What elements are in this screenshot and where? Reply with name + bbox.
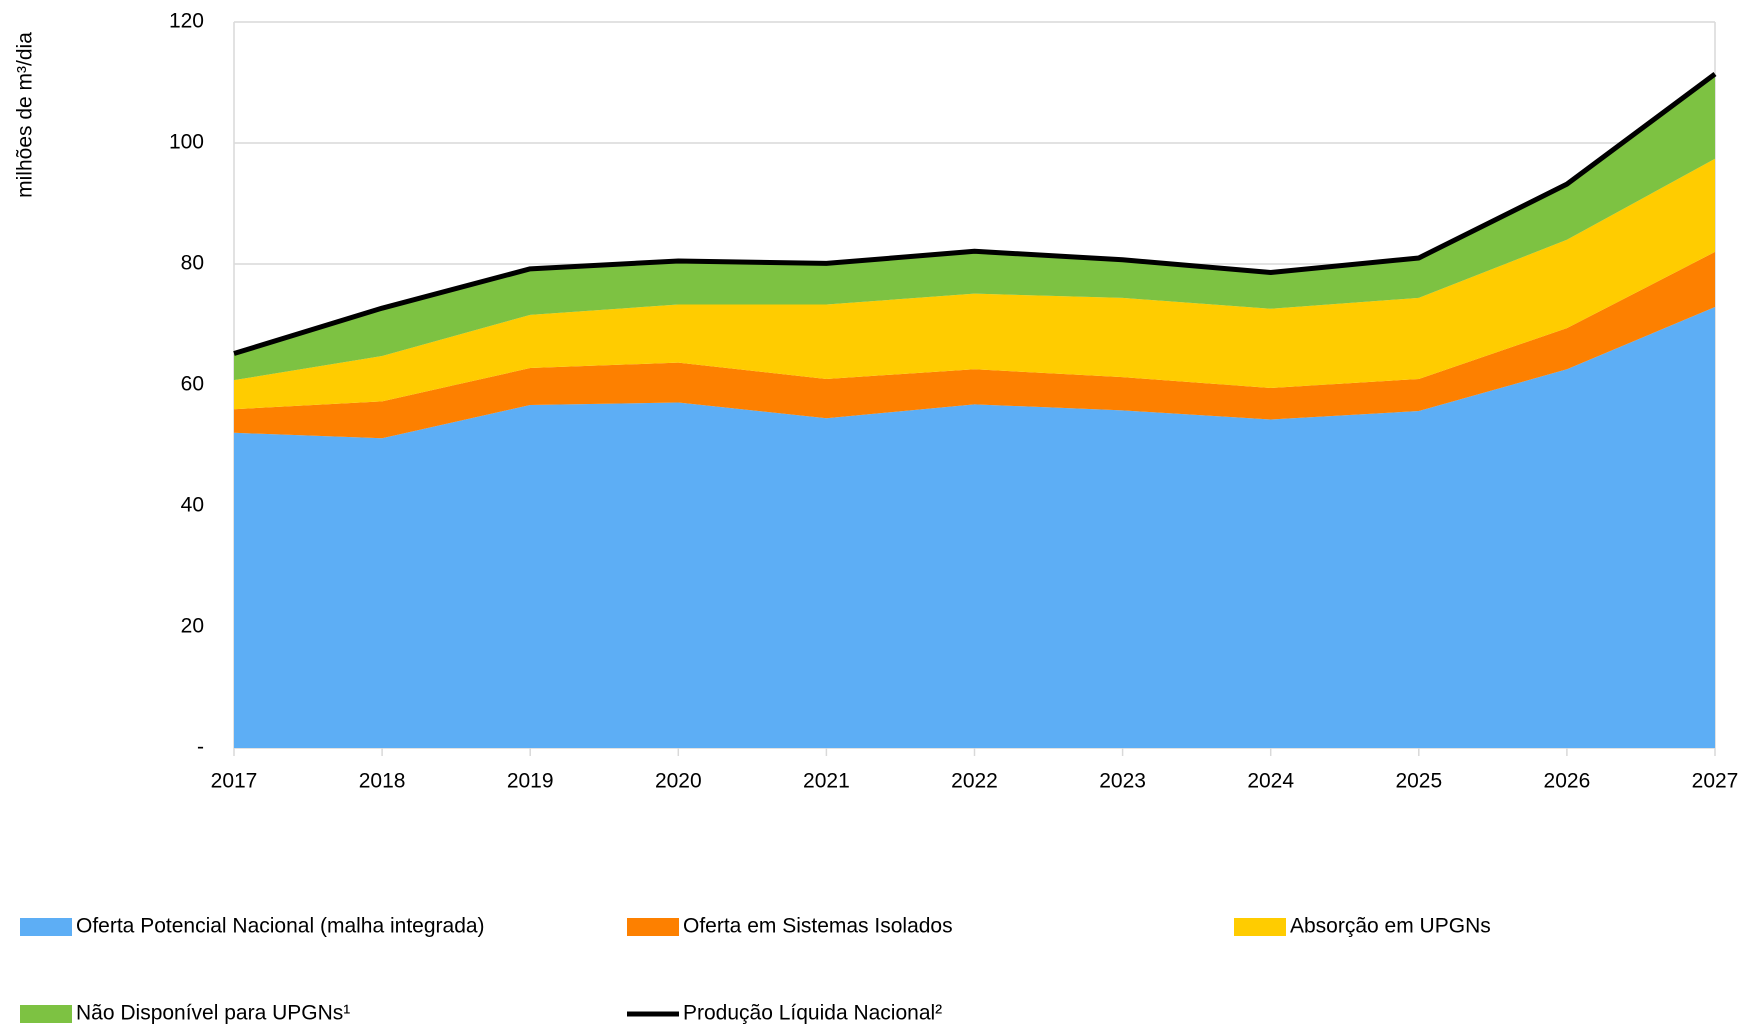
legend-label: Oferta Potencial Nacional (malha integra… [76,915,485,938]
area [234,158,1715,410]
x-tick-label: 2025 [1395,770,1442,793]
area [234,251,1715,439]
y-tick-label: 120 [169,10,204,33]
legend-label: Absorção em UPGNs [1290,915,1491,938]
legend-swatch [20,918,72,936]
x-tick-label: 2022 [951,770,998,793]
y-tick-label: 100 [169,131,204,154]
x-tick-label: 2024 [1247,770,1294,793]
area [234,74,1715,381]
legend-swatch [1234,918,1286,936]
legend-swatch [20,1005,72,1023]
x-tick-label: 2018 [359,770,406,793]
y-tick-label: 20 [181,615,204,638]
x-tick-label: 2017 [211,770,258,793]
legend-swatch [627,918,679,936]
line [233,72,1717,356]
x-tick-label: 2020 [655,770,702,793]
y-tick-label: 40 [181,494,204,517]
legend-label: Não Disponível para UPGNs¹ [76,1002,350,1025]
x-tick-label: 2021 [803,770,850,793]
legend-label: Oferta em Sistemas Isolados [683,915,953,938]
x-tick-label: 2019 [507,770,554,793]
y-axis-title: milhões de m³/dia [14,32,37,198]
area [234,306,1715,748]
legend-label: Produção Líquida Nacional² [683,1002,942,1025]
y-tick-label: 80 [181,252,204,275]
y-tick-label: - [197,736,204,759]
x-tick-label: 2027 [1692,770,1739,793]
x-tick-label: 2026 [1544,770,1591,793]
y-tick-label: 60 [181,373,204,396]
x-tick-label: 2023 [1099,770,1146,793]
